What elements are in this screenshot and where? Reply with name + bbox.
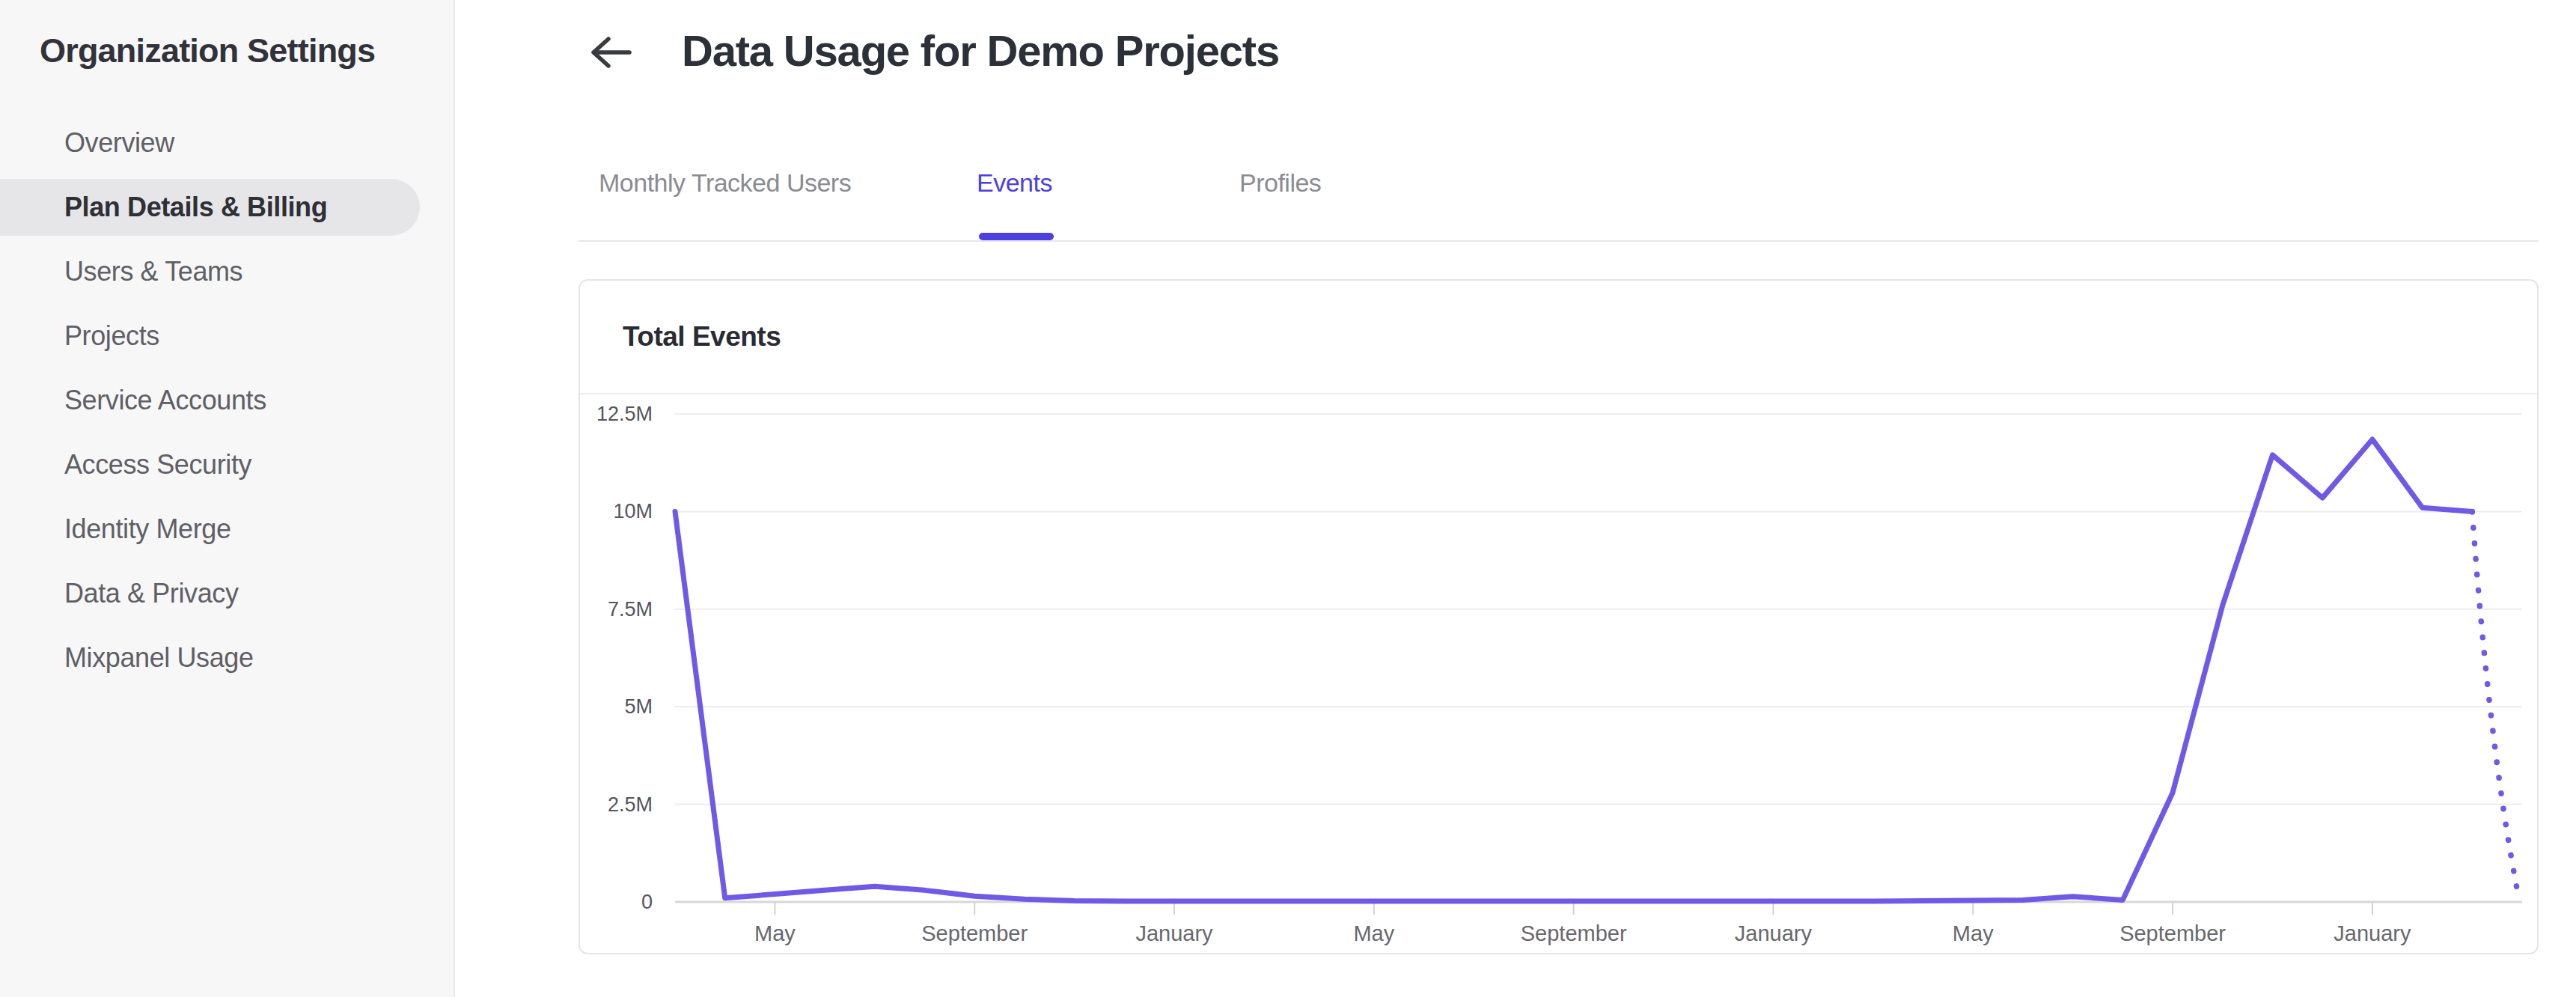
tabs-bar: Monthly Tracked Users Events Profiles (0, 166, 2576, 249)
y-tick-label: 10M (613, 500, 653, 522)
total-events-chart: 12.5M 10M 7.5M 5M 2.5M 0 May September January Ma… (580, 394, 2537, 953)
sidebar-item-projects[interactable]: Projects (0, 304, 454, 368)
sidebar-item-identity-merge[interactable]: Identity Merge (0, 497, 454, 561)
x-tick-label: September (1521, 921, 1627, 945)
series-line-dotted-tail (2472, 511, 2518, 892)
sidebar-item-access-security[interactable]: Access Security (0, 433, 454, 497)
back-button[interactable] (584, 28, 638, 76)
active-tab-underline (979, 233, 1054, 240)
sidebar-item-data-privacy[interactable]: Data & Privacy (0, 561, 454, 626)
sidebar-item-users-teams[interactable]: Users & Teams (0, 240, 454, 304)
page-title: Data Usage for Demo Projects (682, 25, 1279, 76)
left-arrow-icon (589, 35, 632, 70)
x-tick-label: January (1735, 921, 1813, 945)
y-tick-label: 12.5M (596, 403, 653, 425)
y-tick-label: 5M (624, 695, 653, 718)
x-tick-label: September (2119, 921, 2226, 945)
sidebar-item-mixpanel-usage[interactable]: Mixpanel Usage (0, 626, 454, 690)
tabs-divider (579, 240, 2539, 242)
total-events-card: Total Events 12.5M 10M 7.5M 5M 2.5M 0 May Septe… (579, 279, 2539, 954)
x-tick-label: January (2334, 921, 2411, 945)
tab-monthly-tracked-users[interactable]: Monthly Tracked Users (599, 168, 851, 198)
x-tick-label: September (921, 921, 1028, 945)
y-tick-label: 0 (641, 891, 653, 913)
series-line (675, 439, 2472, 901)
y-tick-label: 2.5M (608, 793, 653, 816)
y-tick-label: 7.5M (608, 598, 653, 621)
card-title: Total Events (623, 321, 781, 353)
x-tick-label: May (1953, 921, 1994, 945)
sidebar-item-service-accounts[interactable]: Service Accounts (0, 368, 454, 433)
x-tick-label: May (754, 921, 796, 945)
sidebar: Organization Settings Overview Plan Deta… (0, 0, 455, 997)
sidebar-title: Organization Settings (40, 31, 375, 70)
organization-settings-page: Organization Settings Overview Plan Deta… (0, 0, 2576, 997)
tab-events[interactable]: Events (977, 168, 1052, 198)
x-tick-label: May (1353, 921, 1394, 945)
tab-profiles[interactable]: Profiles (1239, 168, 1321, 198)
x-tick-label: January (1135, 921, 1213, 945)
